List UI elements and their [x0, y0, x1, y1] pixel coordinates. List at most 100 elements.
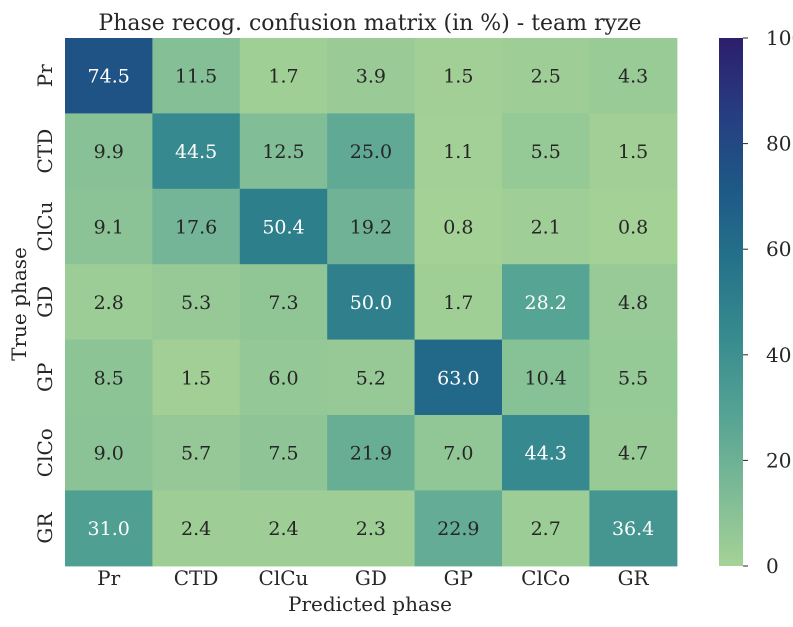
heatmap-cell	[414, 490, 503, 567]
cell-value-label: 19.2	[350, 217, 392, 239]
heatmap-cell	[502, 490, 590, 567]
cell-value-label: 10.4	[525, 367, 567, 389]
x-tick-label: ClCu	[259, 566, 309, 590]
heatmap-cell	[589, 490, 678, 567]
x-tick-label: ClCo	[521, 566, 570, 590]
y-tick-label: GR	[33, 512, 57, 544]
heatmap-cell	[327, 415, 416, 491]
heatmap-cell	[239, 264, 328, 341]
cell-value-label: 2.8	[94, 292, 124, 314]
heatmap-cell	[327, 113, 416, 190]
cell-value-label: 6.0	[268, 367, 298, 389]
x-tick-label: CTD	[174, 566, 219, 590]
heatmap-cell	[502, 38, 590, 114]
cell-value-label: 5.5	[531, 141, 561, 163]
heatmap-cell	[152, 38, 241, 114]
heatmap-cell	[327, 264, 416, 341]
cell-value-label: 1.7	[268, 66, 298, 88]
heatmap-cell	[65, 188, 153, 265]
heatmap-cell	[502, 188, 590, 265]
colorbar-tick-label: 0	[766, 554, 779, 578]
heatmap-cell	[152, 339, 241, 416]
x-tick-label: GP	[444, 566, 473, 590]
y-tick-label: Pr	[33, 64, 57, 87]
heatmap-cell	[589, 113, 678, 190]
heatmap-cell	[65, 264, 153, 341]
cell-value-label: 17.6	[175, 217, 217, 239]
heatmap-cell	[502, 264, 590, 341]
heatmap-cell	[327, 188, 416, 265]
cell-value-label: 4.8	[618, 292, 648, 314]
cell-value-label: 2.4	[181, 518, 211, 540]
cell-value-label: 1.5	[443, 66, 473, 88]
heatmap-cell	[65, 415, 153, 491]
heatmap-cell	[589, 339, 678, 416]
cell-value-label: 0.8	[443, 217, 473, 239]
heatmap-cell	[152, 264, 241, 341]
x-axis-label: Predicted phase	[288, 592, 452, 616]
cell-value-label: 0.8	[618, 217, 648, 239]
cell-value-label: 28.2	[525, 292, 567, 314]
cell-value-label: 50.0	[350, 292, 392, 314]
heatmap-cell	[65, 38, 153, 114]
cell-value-label: 2.7	[531, 518, 561, 540]
cell-value-label: 25.0	[350, 141, 392, 163]
cell-value-label: 11.5	[175, 66, 217, 88]
y-tick-label: GD	[33, 286, 57, 318]
x-tick-label: GD	[355, 566, 387, 590]
colorbar	[719, 38, 743, 566]
x-tick-labels: Pr CTD ClCu GD GP ClCo GR	[97, 566, 649, 590]
heatmap-cell	[239, 339, 328, 416]
cell-value-label: 5.7	[181, 443, 211, 465]
colorbar-tick-label: 40	[766, 343, 791, 367]
heatmap-cell	[414, 38, 503, 114]
heatmap-cell	[239, 188, 328, 265]
heatmap-cell	[152, 113, 241, 190]
heatmap-cells: 74.5 11.5 1.7 3.9 1.5 2.5 4.3 9.9 44.5 12.5 25.0 1.…	[65, 38, 678, 567]
cell-value-label: 36.4	[612, 518, 654, 540]
cell-value-label: 44.5	[175, 141, 217, 163]
cell-value-label: 74.5	[88, 66, 130, 88]
y-tick-label: CTD	[33, 129, 57, 174]
cell-value-label: 7.5	[268, 443, 298, 465]
cell-value-label: 8.5	[94, 367, 124, 389]
y-tick-labels: Pr CTD ClCu GD GP ClCo GR	[33, 64, 57, 544]
y-tick-label: ClCu	[33, 201, 57, 251]
cell-value-label: 22.9	[437, 518, 479, 540]
x-tick-label: Pr	[97, 566, 120, 590]
heatmap-cell	[414, 113, 503, 190]
heatmap-cell	[502, 113, 590, 190]
heatmap-cell	[414, 264, 503, 341]
heatmap-cell	[414, 339, 503, 416]
heatmap-cell	[65, 339, 153, 416]
colorbar-tick-label: 20	[766, 448, 791, 472]
cell-value-label: 31.0	[88, 518, 130, 540]
y-tick-label: GP	[33, 363, 57, 392]
heatmap-cell	[589, 415, 678, 491]
heatmap-cell	[502, 339, 590, 416]
cell-value-label: 7.0	[443, 443, 473, 465]
cell-value-label: 9.9	[94, 141, 124, 163]
cell-value-label: 2.4	[268, 518, 298, 540]
heatmap-cell	[65, 490, 153, 567]
y-axis-label: True phase	[7, 247, 31, 361]
heatmap-cell	[589, 264, 678, 341]
y-tick-label: ClCo	[33, 428, 57, 477]
cell-value-label: 12.5	[262, 141, 304, 163]
heatmap-cell	[327, 490, 416, 567]
cell-value-label: 3.9	[356, 66, 386, 88]
x-tick-label: GR	[618, 566, 650, 590]
colorbar-tick-label: 80	[766, 132, 791, 156]
heatmap-cell	[239, 415, 328, 491]
colorbar-tick-label: 60	[766, 237, 791, 261]
heatmap-cell	[239, 113, 328, 190]
heatmap-cell	[239, 490, 328, 567]
cell-value-label: 2.1	[531, 217, 561, 239]
chart-title: Phase recog. confusion matrix (in %) - t…	[98, 11, 641, 36]
cell-value-label: 21.9	[350, 443, 392, 465]
colorbar-tick-labels: 0 20 40 60 80 100	[743, 26, 793, 578]
cell-value-label: 44.3	[525, 443, 567, 465]
heatmap-cell	[589, 188, 678, 265]
heatmap-cell	[414, 415, 503, 491]
